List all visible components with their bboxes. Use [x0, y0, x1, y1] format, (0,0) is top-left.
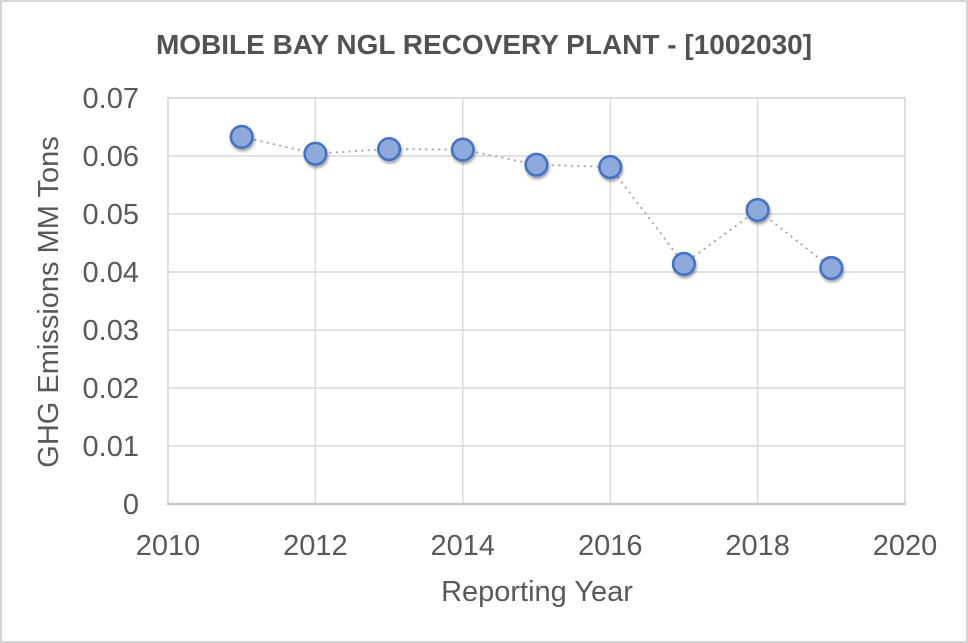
data-point [598, 154, 623, 180]
data-point [745, 197, 770, 223]
y-tick-label: 0.04 [83, 257, 139, 289]
axis-lines [167, 97, 906, 506]
data-point [524, 152, 549, 177]
x-tick-label: 2018 [725, 530, 790, 562]
x-tick-label: 2012 [283, 530, 348, 562]
x-axis-title: Reporting Year [441, 576, 633, 608]
y-tick-label: 0.02 [83, 373, 139, 405]
x-tick-label: 2014 [431, 530, 496, 562]
y-axis-title: GHG Emissions MM Tons [33, 136, 65, 467]
data-point [303, 141, 328, 166]
y-tick-label: 0.01 [83, 431, 139, 463]
x-tick-label: 2016 [578, 530, 643, 562]
chart-title: MOBILE BAY NGL RECOVERY PLANT - [1002030… [156, 29, 812, 60]
y-tick-label: 0 [123, 489, 139, 521]
y-tick-label: 0.05 [83, 199, 139, 231]
axis-tick-labels: 0 0.01 0.02 0.03 0.04 0.05 0.06 0.07 2010 2012 201… [83, 83, 938, 562]
x-tick-label: 2020 [873, 530, 938, 562]
data-point [229, 124, 254, 149]
data-point [450, 137, 475, 162]
y-tick-label: 0.07 [83, 83, 139, 115]
data-point [819, 255, 844, 281]
data-point [671, 251, 697, 276]
data-series [229, 124, 844, 281]
data-point [377, 136, 402, 162]
x-tick-label: 2010 [136, 530, 201, 562]
y-tick-label: 0.06 [83, 141, 139, 173]
y-tick-label: 0.03 [83, 315, 139, 347]
